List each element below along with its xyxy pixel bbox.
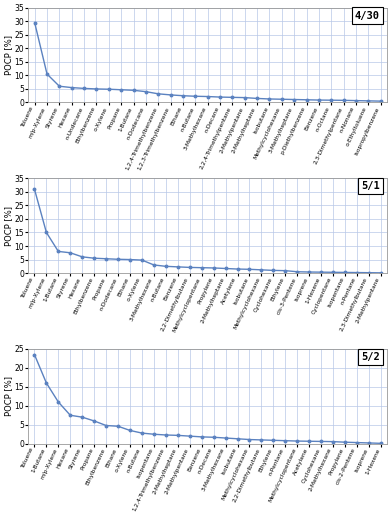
Text: 4/30: 4/30 — [355, 10, 380, 21]
Text: 5/1: 5/1 — [361, 181, 380, 191]
Y-axis label: POCP [%]: POCP [%] — [4, 376, 13, 416]
Y-axis label: POCP [%]: POCP [%] — [4, 35, 13, 75]
Text: 5/2: 5/2 — [361, 352, 380, 362]
Y-axis label: POCP [%]: POCP [%] — [4, 206, 13, 246]
